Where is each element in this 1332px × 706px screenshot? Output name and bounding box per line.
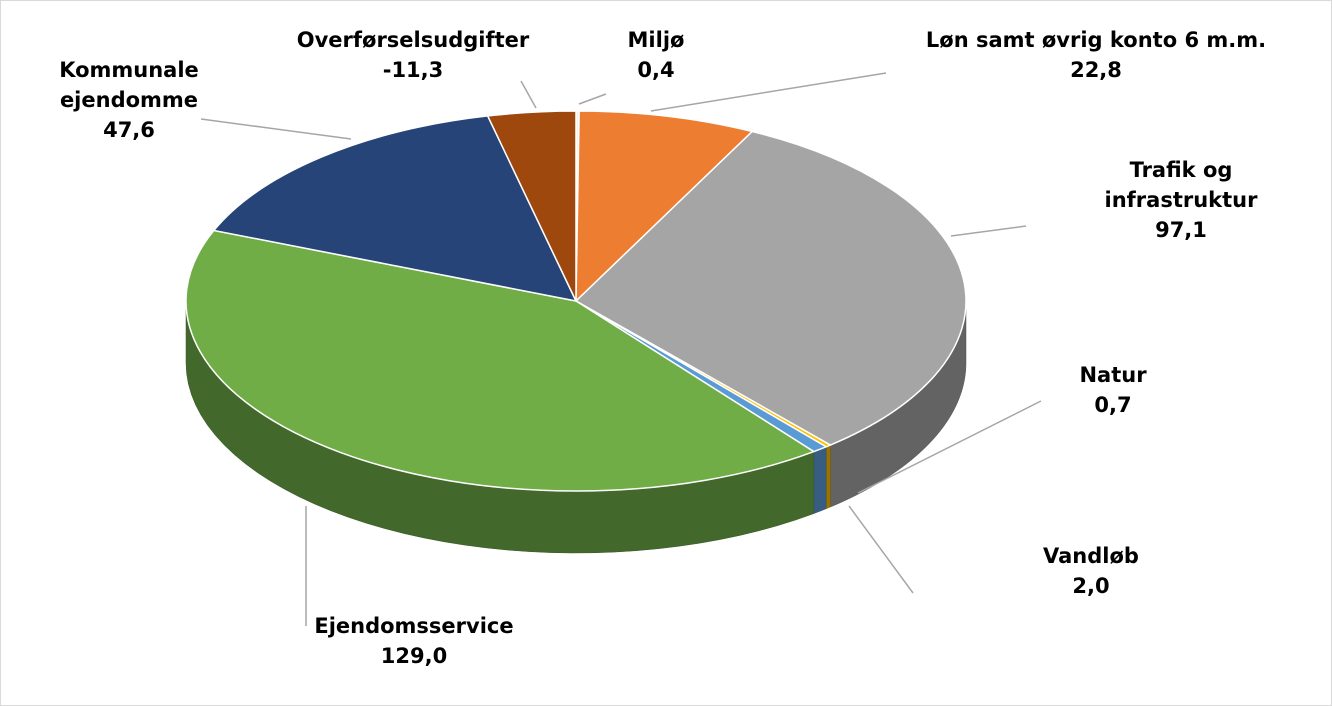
data-label: Vandløb 2,0 [911, 541, 1271, 601]
leader-line [200, 118, 352, 140]
pie-slice-side [825, 444, 831, 510]
value-label: 129,0 [380, 644, 448, 668]
value-label: 0,4 [637, 58, 675, 82]
leader-line [650, 72, 887, 112]
pie-slice [212, 115, 578, 303]
leader-line [950, 225, 1027, 237]
category-label: Natur [1079, 363, 1147, 387]
data-label: Natur 0,7 [933, 360, 1293, 420]
pie-slice [574, 130, 967, 446]
leader-line [578, 93, 607, 105]
data-label: Ejendomsservice 129,0 [234, 611, 594, 671]
leader-line [520, 80, 537, 109]
data-label: Overførselsudgifter -11,3 [233, 25, 593, 85]
category-label: Miljø [627, 28, 685, 52]
data-label: Miljø 0,4 [476, 25, 836, 85]
leader-line [848, 505, 914, 594]
category-label: Vandløb [1043, 544, 1139, 568]
leader-line [857, 400, 1042, 494]
data-label: Løn samt øvrig konto 6 m.m. 22,8 [916, 25, 1276, 85]
data-label: Kommunale ejendomme 47,6 [54, 55, 204, 145]
value-label: 97,1 [1155, 218, 1207, 242]
category-label: Overførselsudgifter [296, 28, 530, 52]
category-label: Løn samt øvrig konto 6 m.m. [925, 28, 1267, 52]
value-label: 0,7 [1094, 393, 1132, 417]
value-label: 2,0 [1072, 574, 1110, 598]
category-label: Trafik og infrastruktur [1104, 158, 1258, 212]
value-label: -11,3 [382, 58, 444, 82]
value-label: 22,8 [1070, 58, 1122, 82]
category-label: Kommunale ejendomme [59, 58, 199, 112]
data-label: Trafik og infrastruktur 97,1 [1101, 155, 1261, 245]
value-label: 47,6 [103, 118, 155, 142]
pie-slice [486, 110, 577, 302]
pie-slice [185, 229, 816, 492]
category-label: Ejendomsservice [314, 614, 514, 638]
pie-slice [575, 110, 754, 303]
pie-slice-side [813, 446, 827, 514]
